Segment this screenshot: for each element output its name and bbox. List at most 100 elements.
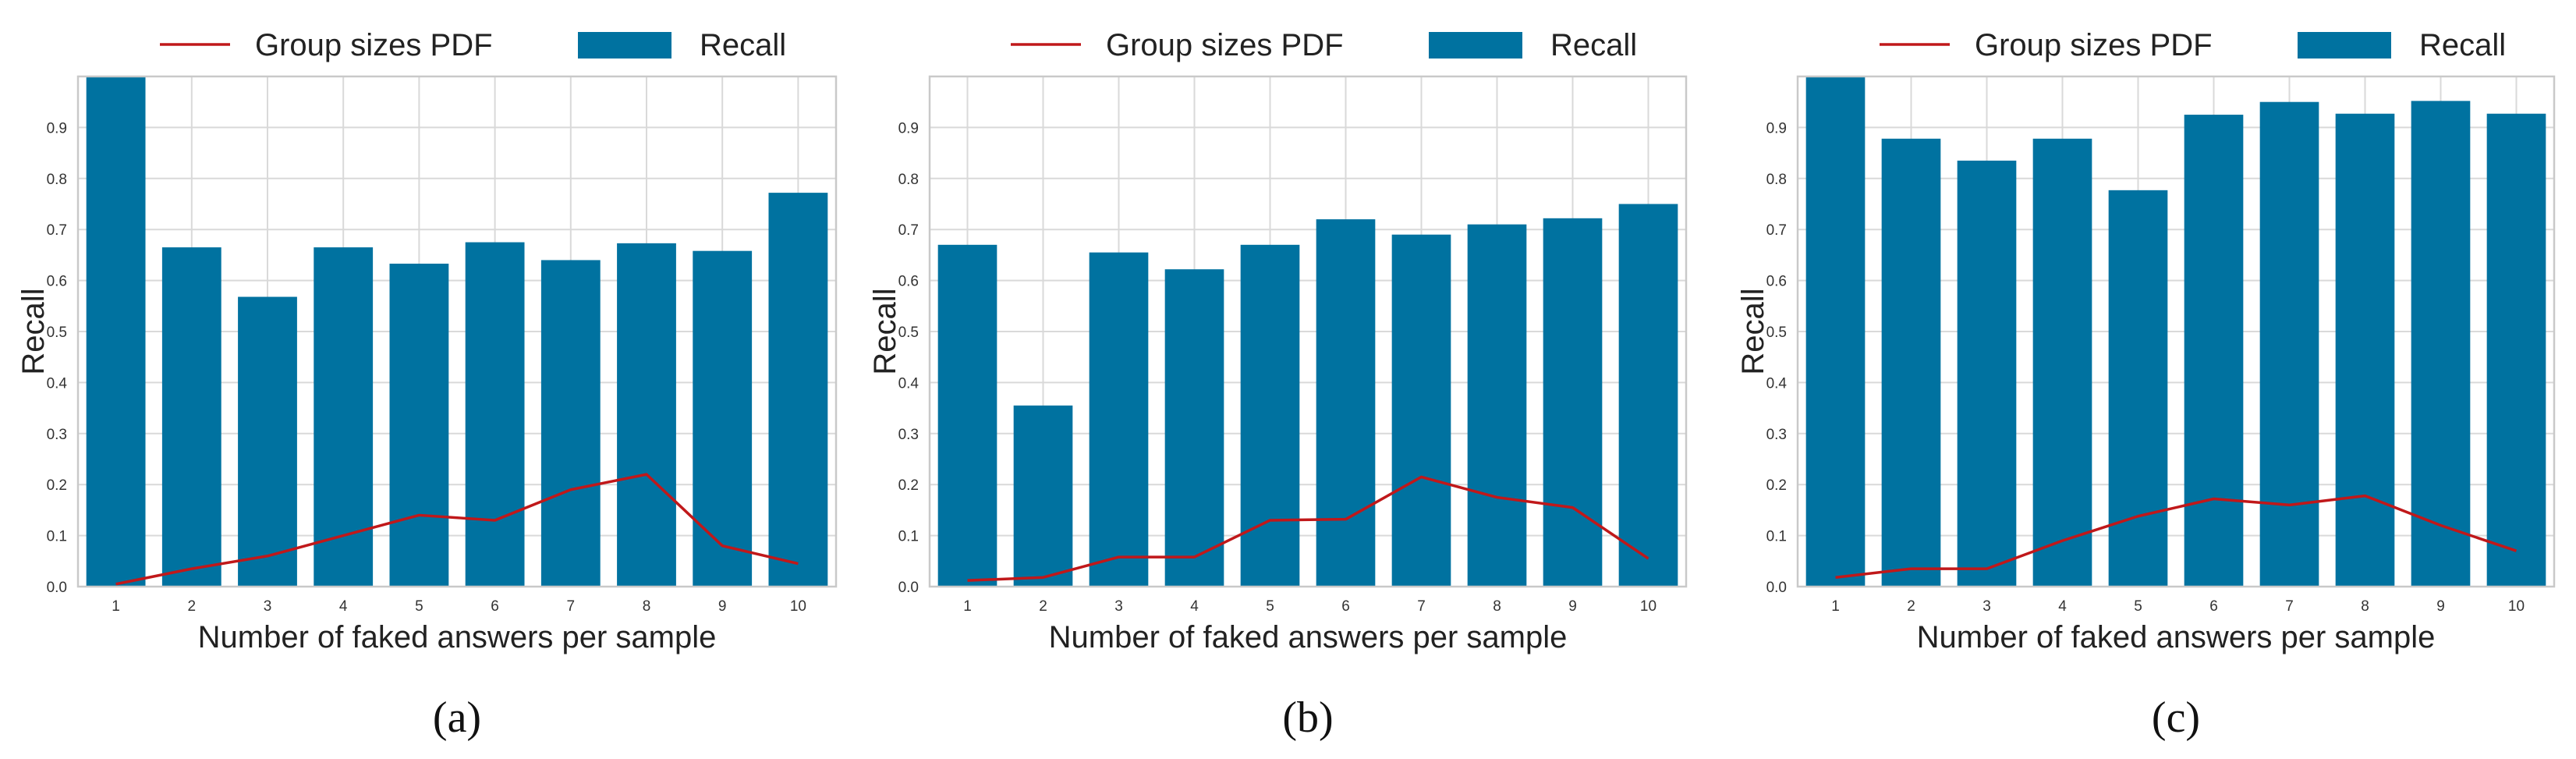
chart-panel-a: 0.0 0.1 0.2 0.3 0.4 0.5 0.6 0.7 0.8 0.9 1 2 3 4 5 6 7 8 9 1… xyxy=(16,28,838,742)
recall-bar xyxy=(2108,190,2168,587)
recall-bar xyxy=(1618,204,1678,587)
x-tick-label: 2 xyxy=(188,598,197,615)
legend-line-label: Group sizes PDF xyxy=(255,28,493,62)
plot-frame xyxy=(76,75,838,588)
y-tick-label: 0.4 xyxy=(898,375,919,392)
x-tick-label: 7 xyxy=(1417,598,1426,615)
x-tick-label: 9 xyxy=(2436,598,2445,615)
x-tick-label: 5 xyxy=(2134,598,2142,615)
x-tick-label: 8 xyxy=(2361,598,2369,615)
y-tick-label: 0.6 xyxy=(1766,274,1787,290)
y-tick-label: 0.7 xyxy=(47,222,67,239)
x-axis-label: Number of faked answers per sample xyxy=(198,620,717,654)
x-tick-label: 1 xyxy=(1831,598,1840,615)
y-tick-label: 0.0 xyxy=(47,580,67,596)
x-tick-label: 10 xyxy=(2508,598,2525,615)
x-tick-label: 1 xyxy=(963,598,972,615)
y-tick-label: 0.6 xyxy=(47,274,67,290)
legend-bar-swatch xyxy=(1429,32,1522,59)
y-tick-label: 0.1 xyxy=(898,529,919,545)
y-axis-label: Recall xyxy=(1736,288,1770,374)
plot-frame xyxy=(928,75,1688,588)
y-tick-label: 0.1 xyxy=(1766,529,1787,545)
chart-panel-b: 0.0 0.1 0.2 0.3 0.4 0.5 0.6 0.7 0.8 0.9 1 2 3 4 5 6 7 8 9 1… xyxy=(868,28,1688,742)
x-tick-label: 3 xyxy=(1114,598,1123,615)
recall-bar xyxy=(1013,405,1073,587)
x-tick-label: 3 xyxy=(1982,598,1991,615)
y-tick-label: 0.8 xyxy=(47,172,67,188)
y-tick-label: 0.8 xyxy=(898,172,919,188)
x-axis-label: Number of faked answers per sample xyxy=(1049,620,1568,654)
y-tick-label: 0.5 xyxy=(47,325,67,341)
legend-line-label: Group sizes PDF xyxy=(1975,28,2213,62)
y-tick-label: 0.3 xyxy=(1766,427,1787,443)
y-tick-label: 0.0 xyxy=(1766,580,1787,596)
y-tick-label: 0.9 xyxy=(898,120,919,137)
x-axis-label: Number of faked answers per sample xyxy=(1917,620,2436,654)
recall-bar xyxy=(2184,115,2244,587)
recall-bar xyxy=(1467,224,1527,587)
x-tick-label: 2 xyxy=(1039,598,1047,615)
legend-bar-swatch xyxy=(2298,32,2391,59)
recall-bar xyxy=(617,243,676,587)
x-tick-label: 7 xyxy=(2285,598,2294,615)
y-tick-label: 0.9 xyxy=(47,120,67,137)
y-tick-label: 0.9 xyxy=(1766,120,1787,137)
recall-bar xyxy=(465,242,525,587)
x-tick-label: 4 xyxy=(2058,598,2067,615)
x-tick-label: 8 xyxy=(1493,598,1501,615)
legend-bar-label: Recall xyxy=(700,28,786,62)
recall-bar xyxy=(1805,76,1866,587)
y-tick-label: 0.2 xyxy=(1766,477,1787,494)
x-tick-label: 6 xyxy=(2209,598,2218,615)
group-sizes-pdf-line xyxy=(115,473,799,586)
x-tick-label: 5 xyxy=(1266,598,1274,615)
x-tick-label: 5 xyxy=(415,598,423,615)
y-tick-label: 0.0 xyxy=(898,580,919,596)
y-tick-label: 0.5 xyxy=(1766,325,1787,341)
x-tick-label: 9 xyxy=(1568,598,1577,615)
panel-caption: (c) xyxy=(2152,693,2200,742)
group-sizes-pdf-line xyxy=(967,475,1649,582)
recall-bar xyxy=(937,244,997,587)
legend-line-label: Group sizes PDF xyxy=(1106,28,1344,62)
plot-frame xyxy=(1796,75,2556,588)
y-tick-label: 0.7 xyxy=(1766,222,1787,239)
recall-bar xyxy=(1543,218,1603,587)
x-tick-label: 6 xyxy=(1341,598,1350,615)
recall-bar xyxy=(2259,101,2319,587)
x-tick-label: 4 xyxy=(1190,598,1199,615)
x-tick-label: 7 xyxy=(567,598,576,615)
recall-bar xyxy=(2032,138,2092,587)
y-axis-label: Recall xyxy=(868,288,902,374)
x-tick-label: 6 xyxy=(491,598,499,615)
recall-bar xyxy=(768,193,828,587)
recall-bar xyxy=(1089,252,1149,587)
y-tick-label: 0.8 xyxy=(1766,172,1787,188)
recall-bar xyxy=(1391,234,1451,587)
y-tick-label: 0.6 xyxy=(898,274,919,290)
legend-bar-label: Recall xyxy=(2419,28,2506,62)
x-tick-label: 10 xyxy=(1640,598,1657,615)
y-tick-label: 0.4 xyxy=(1766,375,1788,392)
panel-caption: (a) xyxy=(433,693,481,742)
recall-bar xyxy=(1316,219,1376,587)
x-tick-label: 3 xyxy=(264,598,272,615)
recall-bar xyxy=(86,76,146,587)
y-tick-label: 0.4 xyxy=(47,375,68,392)
y-tick-label: 0.3 xyxy=(47,427,67,443)
x-tick-label: 4 xyxy=(339,598,348,615)
recall-bar xyxy=(693,250,753,587)
panel-caption: (b) xyxy=(1282,693,1333,742)
chart-panel-c: 0.0 0.1 0.2 0.3 0.4 0.5 0.6 0.7 0.8 0.9 1 2 3 4 5 6 7 8 9 1… xyxy=(1736,28,2556,742)
y-tick-label: 0.2 xyxy=(47,477,67,494)
recall-bar xyxy=(540,260,601,587)
legend-bar-swatch xyxy=(578,32,671,59)
y-tick-label: 0.1 xyxy=(47,529,67,545)
recall-bar xyxy=(389,264,449,587)
group-sizes-pdf-line xyxy=(1835,494,2518,579)
recall-bar xyxy=(161,247,221,587)
x-tick-label: 1 xyxy=(112,598,120,615)
recall-bar xyxy=(1164,269,1224,587)
